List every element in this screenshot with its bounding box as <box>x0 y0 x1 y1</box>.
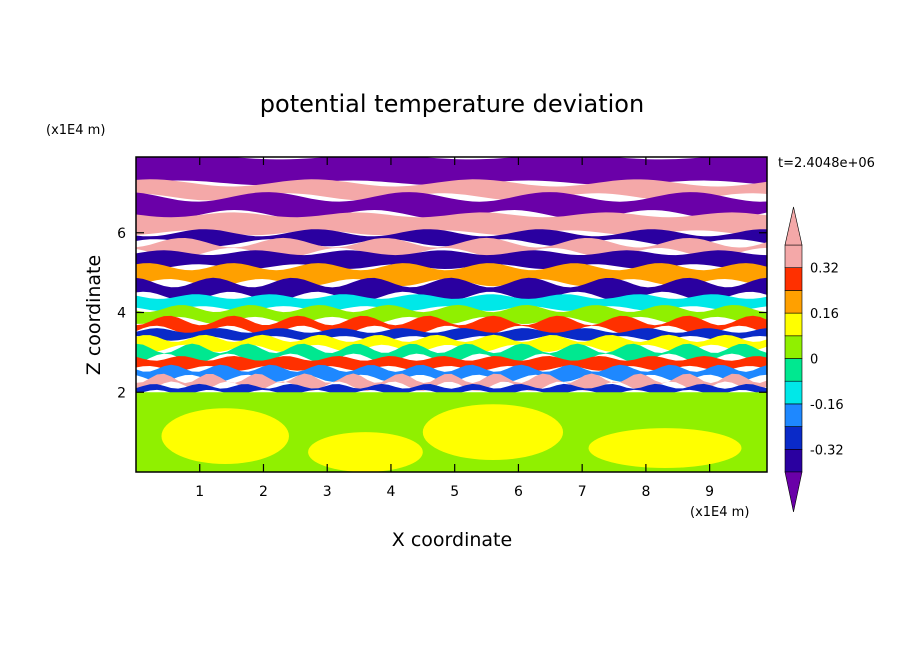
x-unit-label: (x1E4 m) <box>690 505 749 520</box>
contour-band <box>136 212 767 236</box>
colorbar-box <box>784 312 803 337</box>
colorbar-tick-label: 0.32 <box>810 262 839 277</box>
contour-band <box>136 364 767 382</box>
contour-band <box>136 277 767 302</box>
colorbar-tick-label: -0.16 <box>810 398 844 413</box>
colorbar-box <box>784 448 803 473</box>
contour-band <box>136 179 767 201</box>
colorbar-box <box>784 335 803 359</box>
contour-band <box>136 328 767 341</box>
colorbar-tick-label: 0.16 <box>810 307 839 322</box>
contour-patch <box>422 404 564 461</box>
y-axis: 2 4 6 <box>117 226 767 401</box>
colorbar-box <box>784 267 803 291</box>
x-tick-label: 2 <box>259 484 268 500</box>
contour-field <box>136 157 767 472</box>
contour-band <box>136 157 767 186</box>
x-tick-label: 7 <box>578 484 587 500</box>
plot-frame <box>135 156 768 473</box>
x-tick-label: 4 <box>386 484 395 500</box>
contour-band <box>136 315 767 336</box>
x-tick-label: 3 <box>323 484 332 500</box>
colorbar-tick-label: 0 <box>810 353 818 368</box>
contour-band <box>136 343 767 363</box>
y-tick-label: 6 <box>117 226 126 242</box>
contour-patch <box>588 428 742 469</box>
contour-band <box>136 294 767 311</box>
colorbar-box <box>784 244 803 269</box>
x-axis-title: X coordinate <box>392 529 512 551</box>
y-unit-label: (x1E4 m) <box>46 123 105 138</box>
contour-patch <box>161 408 289 465</box>
y-tick-label: 2 <box>117 385 126 401</box>
x-axis: 1 2 3 4 5 6 7 8 9 <box>195 157 714 500</box>
colorbar-box <box>784 380 803 405</box>
y-axis-title: Z coordinate <box>83 255 105 375</box>
x-tick-label: 8 <box>641 484 650 500</box>
colorbar-extend-min <box>784 471 803 513</box>
contour-patch <box>308 432 423 472</box>
contour-band <box>136 356 767 371</box>
contour-band <box>136 229 767 247</box>
contour-band <box>136 250 767 269</box>
x-tick-label: 1 <box>195 484 204 500</box>
x-tick-label: 5 <box>450 484 459 500</box>
colorbar-box <box>784 426 803 450</box>
colorbar-tick-label: -0.32 <box>810 443 844 458</box>
colorbar-box <box>784 358 803 382</box>
colorbar: 0.32 0.16 0 -0.16 -0.32 <box>784 206 844 513</box>
y-tick-label: 4 <box>117 306 126 322</box>
chart-title: potential temperature deviation <box>260 90 644 118</box>
x-tick-label: 6 <box>514 484 523 500</box>
contour-band <box>136 383 767 395</box>
time-label: t=2.4048e+06 <box>778 156 875 171</box>
x-tick-label: 9 <box>705 484 714 500</box>
colorbar-extend-max <box>784 206 803 246</box>
colorbar-box <box>784 290 803 314</box>
colorbar-box <box>784 403 803 427</box>
